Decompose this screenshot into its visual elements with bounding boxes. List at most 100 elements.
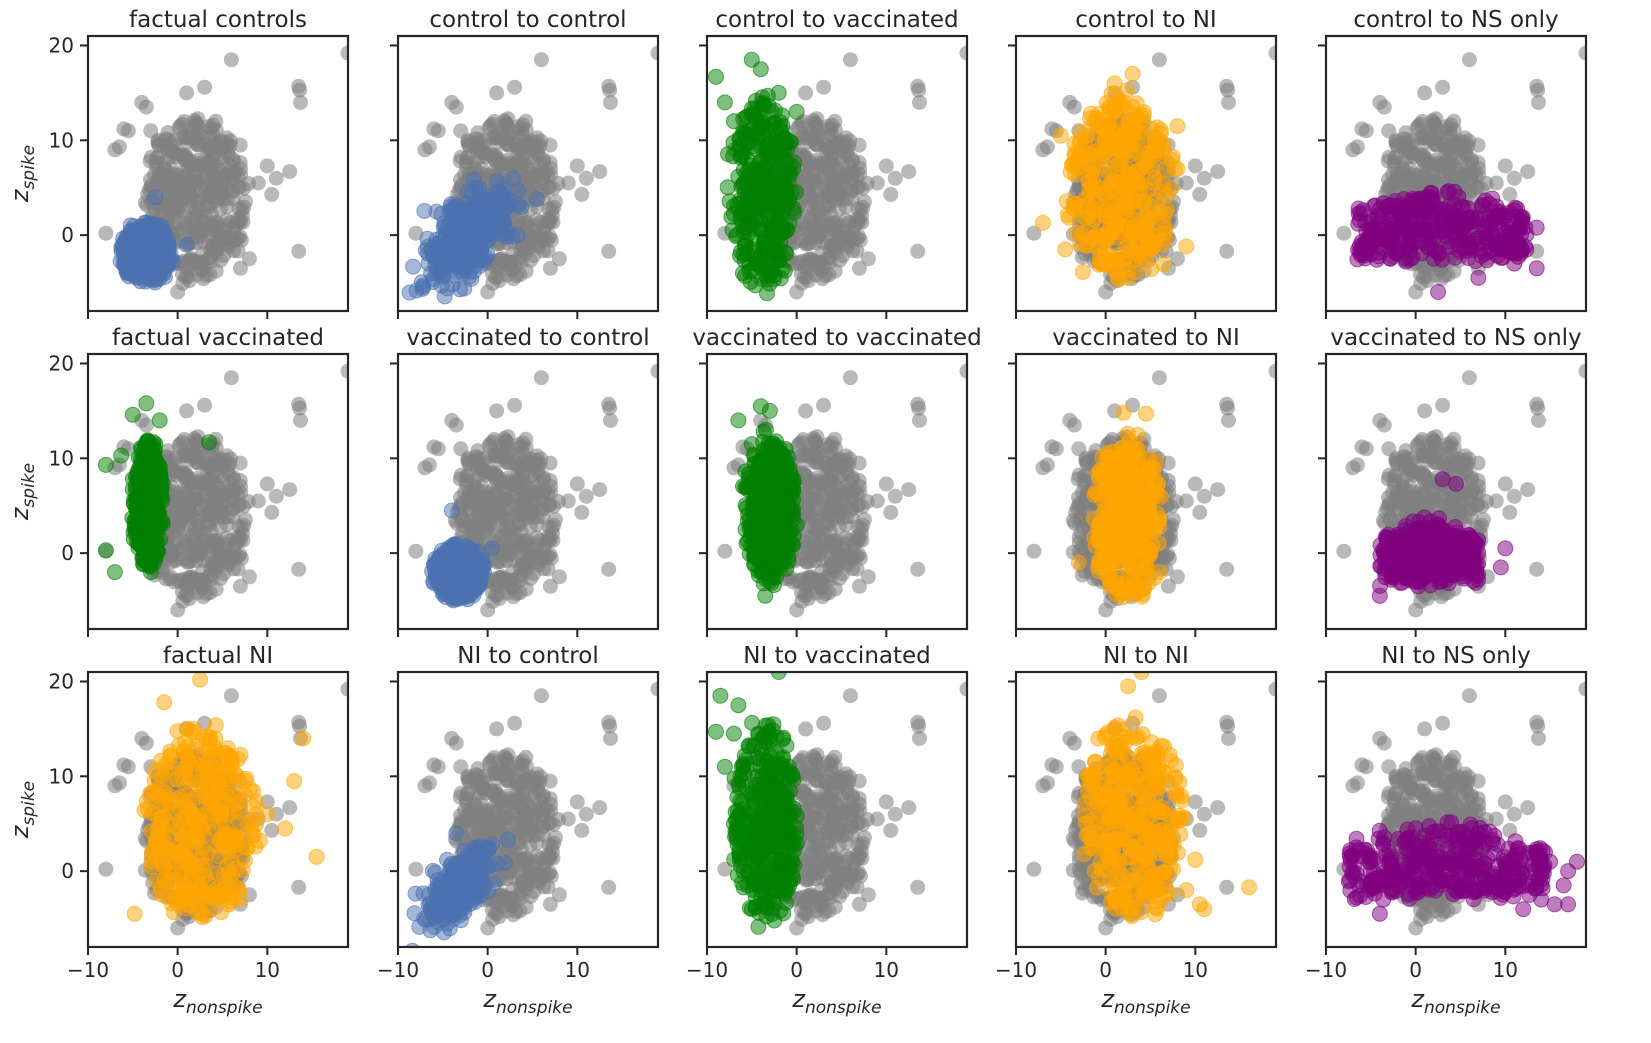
point-background [430, 123, 446, 139]
point-background [487, 269, 503, 285]
point-background [592, 164, 608, 180]
point-background [1439, 122, 1455, 138]
point-vaccinated [754, 259, 771, 276]
point-background [185, 442, 201, 457]
point-background [1336, 225, 1352, 241]
point-background [526, 248, 542, 264]
y-tick-label: 20 [49, 351, 74, 375]
point-control [126, 256, 142, 273]
point-background [292, 400, 308, 416]
point-background [1408, 284, 1424, 300]
point-vaccinated [725, 148, 742, 165]
point-background [120, 123, 136, 139]
point-background [197, 79, 213, 95]
point-background [1196, 170, 1212, 186]
point-background [1416, 147, 1432, 163]
point-background [850, 212, 866, 228]
point-ni [1135, 107, 1152, 124]
point-background [650, 45, 658, 61]
point-background [231, 201, 247, 217]
point-background [506, 271, 521, 287]
point-background [179, 85, 195, 101]
panel-control-to-ns-only: control to NS only [1318, 7, 1588, 319]
point-background [264, 504, 280, 520]
point-ns-only [1499, 228, 1516, 245]
point-ns-only [1491, 209, 1508, 226]
point-vaccinated [144, 470, 161, 487]
point-background [1381, 123, 1397, 139]
point-background [223, 52, 239, 68]
point-background [1098, 284, 1114, 300]
point-ni [1116, 253, 1132, 269]
point-background [268, 488, 284, 504]
point-background [1396, 131, 1412, 147]
point-ns-only [1420, 238, 1437, 255]
point-control [178, 236, 195, 253]
point-vaccinated [759, 146, 776, 163]
point-background [496, 113, 512, 128]
point-background [901, 164, 917, 180]
panel-title: factual controls [129, 7, 307, 33]
point-background [179, 403, 195, 419]
point-background [805, 113, 821, 128]
point-control [129, 269, 146, 286]
point-background [569, 158, 585, 174]
point-background [208, 171, 224, 187]
point-background [578, 170, 594, 186]
point-background [180, 178, 196, 194]
point-ns-only [1462, 239, 1478, 256]
point-background [1446, 171, 1462, 187]
point-background [1415, 269, 1431, 285]
point-background [801, 226, 817, 242]
point-background [1424, 113, 1440, 128]
y-tick-label: 0 [61, 541, 74, 565]
point-background [849, 230, 865, 246]
point-vaccinated [741, 134, 758, 151]
point-background [186, 164, 202, 180]
point-background [518, 171, 534, 187]
point-ni [1088, 125, 1105, 142]
point-ns-only [1474, 197, 1490, 213]
point-ni [1104, 103, 1121, 120]
point-background [231, 519, 247, 535]
point-background [1530, 82, 1546, 98]
point-control [147, 189, 164, 206]
point-background [837, 229, 853, 245]
panel-title: factual vaccinated [112, 325, 324, 351]
point-vaccinated [719, 179, 736, 196]
point-background [1178, 175, 1194, 191]
point-vaccinated [734, 265, 751, 282]
point-background [1434, 271, 1449, 287]
panel-control-to-control: control to control [390, 7, 660, 319]
point-background [196, 234, 212, 250]
point-vaccinated [142, 564, 159, 581]
y-axis-label: zspike [6, 145, 39, 203]
point-ni [1076, 210, 1093, 226]
point-ni [1130, 124, 1147, 141]
point-background [163, 543, 178, 559]
point-ns-only [1517, 238, 1534, 255]
point-ni [1143, 261, 1160, 277]
point-vaccinated [770, 213, 786, 230]
point-control [475, 208, 492, 225]
point-control [463, 270, 480, 287]
point-vaccinated [708, 68, 724, 85]
point-background [1066, 99, 1082, 115]
point-background [551, 251, 567, 267]
point-background [1169, 251, 1185, 267]
point-ns-only [1356, 247, 1373, 264]
point-background [1409, 120, 1425, 136]
point-background [460, 149, 476, 165]
point-background [225, 183, 241, 198]
point-background [844, 183, 860, 198]
point-ns-only [1404, 249, 1421, 266]
point-ns-only [1509, 200, 1525, 217]
point-background [1502, 186, 1518, 202]
axes-frame [396, 34, 660, 313]
point-background [474, 144, 490, 160]
point-background [912, 94, 927, 110]
point-background [230, 548, 246, 564]
point-vaccinated [124, 406, 141, 423]
point-control [420, 255, 437, 272]
point-background [837, 134, 853, 150]
